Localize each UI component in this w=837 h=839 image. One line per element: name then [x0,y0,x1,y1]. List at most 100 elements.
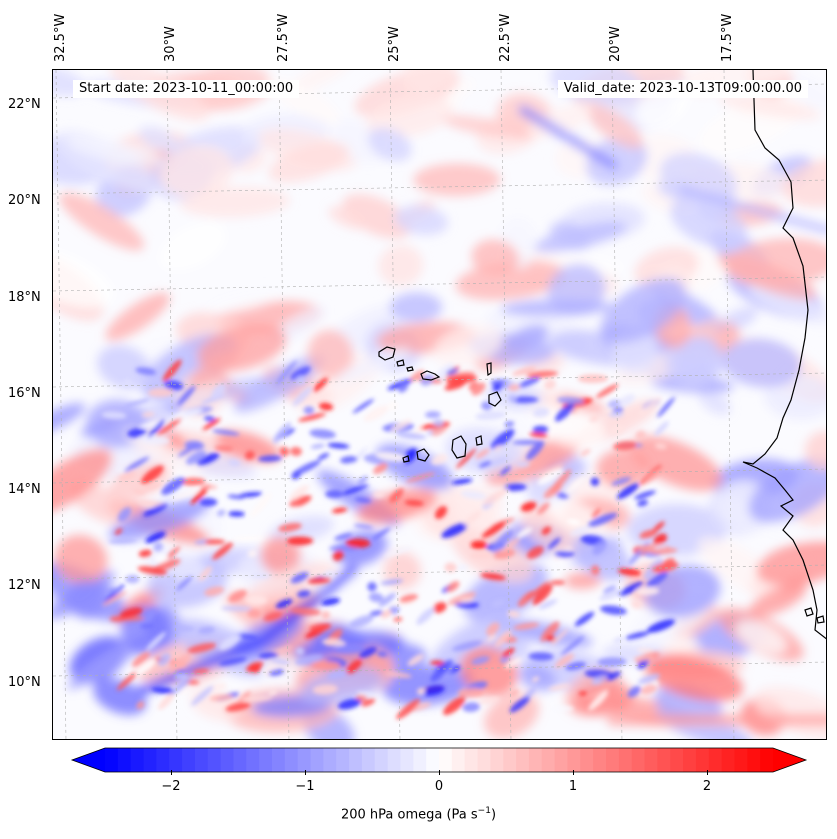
omega-streak [504,483,527,492]
omega-patch [215,430,281,463]
lat-label-10n: 10°N [8,675,41,690]
lat-label-16n: 16°N [8,386,41,401]
longitude-gridline [166,70,178,739]
omega-streak [107,587,122,594]
omega-streak [214,445,234,452]
island-boa-vista [488,391,502,407]
omega-streak [471,656,490,665]
omega-streak [218,656,248,666]
omega-streak [198,566,212,581]
colorbar-segment [554,748,569,772]
omega-streak [190,484,211,505]
omega-streak [548,684,571,691]
omega-streak [603,585,617,594]
colorbar-segment [721,748,736,772]
omega-streak [118,471,136,482]
colorbar-segment [644,748,658,772]
omega-patch [366,96,454,138]
omega-streak [311,660,341,670]
colorbar-segment [105,748,119,772]
omega-streak [384,546,412,557]
omega-streak [637,499,649,507]
omega-streak [133,489,146,495]
omega-streak [443,696,466,716]
valid-date-label: Valid_date: 2023-10-13T09:00:00.00 [557,80,808,98]
island-sal [486,362,492,377]
colorbar-segment [631,748,646,772]
omega-streak [565,476,586,494]
omega-streak [393,617,403,622]
omega-streak [550,469,572,493]
colorbar-segment [297,748,312,772]
omega-patch [53,70,86,97]
omega-streak [532,584,553,606]
omega-streak [202,418,221,431]
omega-streak [244,450,255,460]
omega-patch [93,678,147,715]
omega-streak [378,592,396,607]
omega-streak [635,430,646,439]
omega-streak [516,527,533,539]
omega-streak [499,466,511,476]
omega-streak [611,477,631,486]
omega-streak [546,635,556,642]
omega-streak [404,500,424,507]
omega-streak [212,542,234,560]
omega-streak [303,406,315,415]
omega-streak [613,636,624,644]
omega-streak [368,592,384,603]
omega-patch [697,537,783,598]
omega-streak [554,653,574,669]
omega-streak [279,446,289,457]
omega-streak [468,381,478,391]
colorbar-segment [451,748,466,772]
omega-streak [309,429,336,439]
omega-field [53,70,826,739]
omega-streak [657,396,676,418]
omega-streak [533,407,550,418]
colorbar-segment [207,748,222,772]
omega-streak [585,686,611,699]
omega-streak [218,634,241,651]
colorbar-tick-label: 0 [434,779,444,794]
omega-streak [422,685,445,696]
omega-streak [613,441,637,451]
omega-patch [721,338,802,388]
omega-patch [334,347,410,383]
omega-streak [483,456,509,468]
omega-streak [425,411,441,419]
omega-streak [321,638,346,647]
island-fogo [416,448,430,462]
colorbar-segment [708,748,723,772]
omega-streak [124,456,150,472]
omega-streak [151,686,178,695]
omega-streak [297,495,312,507]
omega-patch [67,137,163,166]
omega-patch [665,337,719,387]
omega-streak [617,394,635,407]
lon-label-20w: 20°W [608,26,623,62]
omega-streak [136,701,145,709]
omega-streak [578,691,588,696]
omega-streak [232,535,264,542]
colorbar-segment [220,748,235,772]
omega-streak [627,686,641,698]
colorbar-segment [143,748,157,772]
omega-streak [387,400,399,412]
omega-streak [275,598,293,609]
colorbar-segment [246,748,260,772]
omega-streak [325,489,343,499]
omega-patch [403,70,456,95]
omega-streak [119,607,143,619]
omega-streak [272,422,291,444]
omega-streak [247,549,257,558]
omega-streak [654,421,669,436]
omega-streak [291,470,301,480]
omega-streak [587,512,618,527]
colorbar-segment [670,748,684,772]
omega-streak [513,622,540,630]
omega-streak [528,652,554,661]
omega-streak [385,671,412,678]
omega-streak [590,477,600,487]
omega-streak [459,597,474,603]
